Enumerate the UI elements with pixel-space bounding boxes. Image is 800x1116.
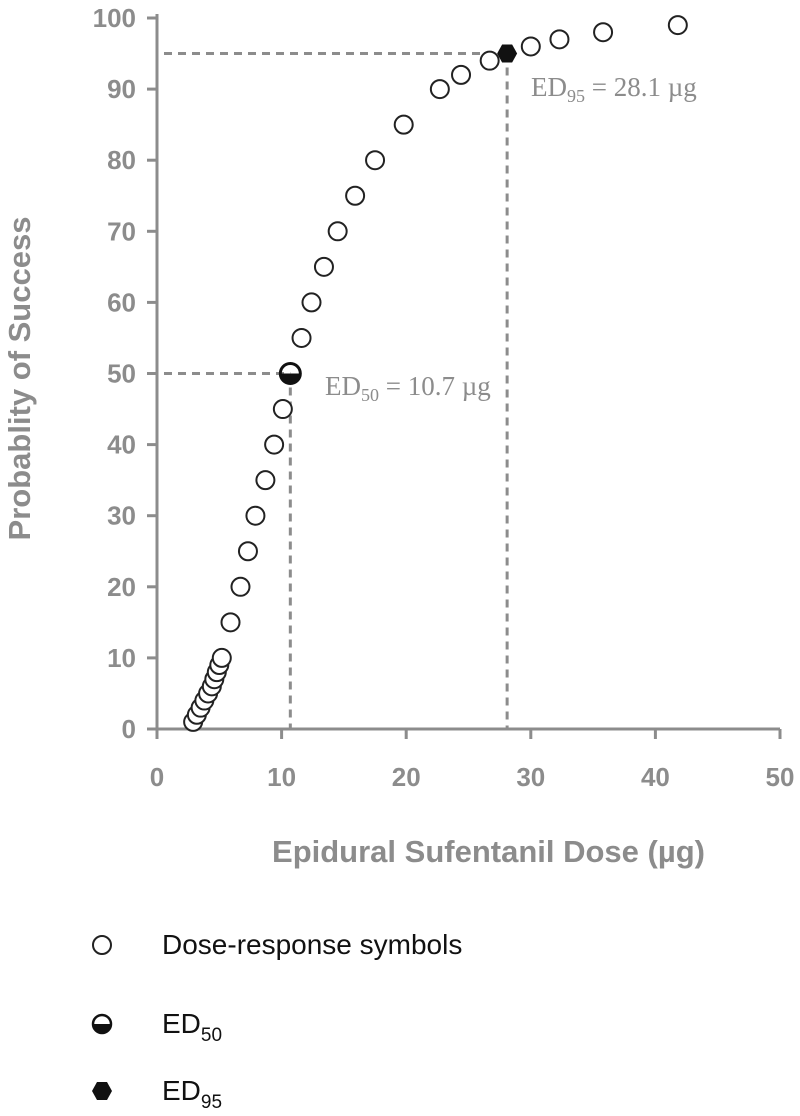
filled-hexagon-icon bbox=[92, 1082, 112, 1100]
y-tick-label: 80 bbox=[107, 145, 136, 175]
data-point bbox=[272, 399, 293, 420]
data-point bbox=[313, 256, 334, 277]
data-point bbox=[429, 79, 450, 100]
y-tick-label: 10 bbox=[107, 643, 136, 673]
data-point bbox=[327, 221, 348, 242]
chart: 0 10 20 30 40 50 60 70 80 90 100 0 10 20 30 40 50 Epidura… bbox=[2, 3, 795, 869]
y-tick-label: 40 bbox=[107, 430, 136, 460]
x-axis-label: Epidural Sufentanil Dose (µg) bbox=[272, 834, 705, 869]
y-tick-label: 90 bbox=[107, 74, 136, 104]
data-point bbox=[393, 114, 414, 135]
data-point bbox=[593, 22, 614, 43]
legend-item-dose-response: Dose-response symbols bbox=[86, 929, 462, 961]
legend-label-main: ED bbox=[162, 1075, 201, 1106]
legend-label-subscript: 95 bbox=[200, 1092, 223, 1113]
ed50-marker bbox=[278, 362, 302, 385]
data-point bbox=[451, 64, 472, 85]
y-tick-label: 20 bbox=[107, 572, 136, 602]
y-tick-label: 70 bbox=[107, 216, 136, 246]
y-tick-label: 50 bbox=[107, 359, 136, 389]
data-point bbox=[345, 185, 366, 206]
x-tick-label: 50 bbox=[766, 762, 795, 792]
x-tick-label: 30 bbox=[516, 762, 545, 792]
data-point bbox=[230, 576, 251, 597]
x-tick-label: 10 bbox=[267, 762, 296, 792]
data-point bbox=[301, 292, 322, 313]
y-tick-label: 30 bbox=[107, 501, 136, 531]
x-tick-label: 0 bbox=[150, 762, 164, 792]
legend-label: ED95 bbox=[162, 1075, 222, 1113]
data-point bbox=[667, 15, 688, 36]
x-tick-label: 20 bbox=[392, 762, 421, 792]
data-point bbox=[211, 647, 232, 668]
y-tick-label: 100 bbox=[93, 3, 136, 33]
legend-label: ED50 bbox=[162, 1008, 222, 1046]
y-axis-label: Probablity of Success bbox=[2, 217, 37, 541]
data-point bbox=[549, 29, 570, 50]
legend-label: Dose-response symbols bbox=[162, 929, 463, 960]
legend-item-ed95: ED95 bbox=[86, 1075, 222, 1113]
data-point bbox=[365, 150, 386, 171]
data-point bbox=[245, 505, 266, 526]
data-point bbox=[237, 541, 258, 562]
data-point bbox=[255, 470, 276, 491]
ed95-marker bbox=[497, 44, 518, 63]
half-filled-circle-icon bbox=[91, 1013, 113, 1035]
data-point bbox=[264, 434, 285, 455]
y-tick-label: 60 bbox=[107, 287, 136, 317]
legend-label-main: ED bbox=[162, 1008, 201, 1039]
annotation-ed95: ED95 = 28.1 µg bbox=[531, 72, 697, 106]
data-point bbox=[479, 50, 500, 71]
y-tick-label: 0 bbox=[122, 714, 136, 744]
data-point bbox=[220, 612, 241, 633]
legend-label-subscript: 50 bbox=[200, 1025, 223, 1046]
data-point bbox=[520, 36, 541, 57]
open-circle-icon bbox=[92, 935, 112, 955]
annotation-ed50: ED50 = 10.7 µg bbox=[325, 371, 491, 405]
legend-item-ed50: ED50 bbox=[86, 1008, 222, 1046]
data-point bbox=[291, 327, 312, 348]
x-tick-label: 40 bbox=[641, 762, 670, 792]
